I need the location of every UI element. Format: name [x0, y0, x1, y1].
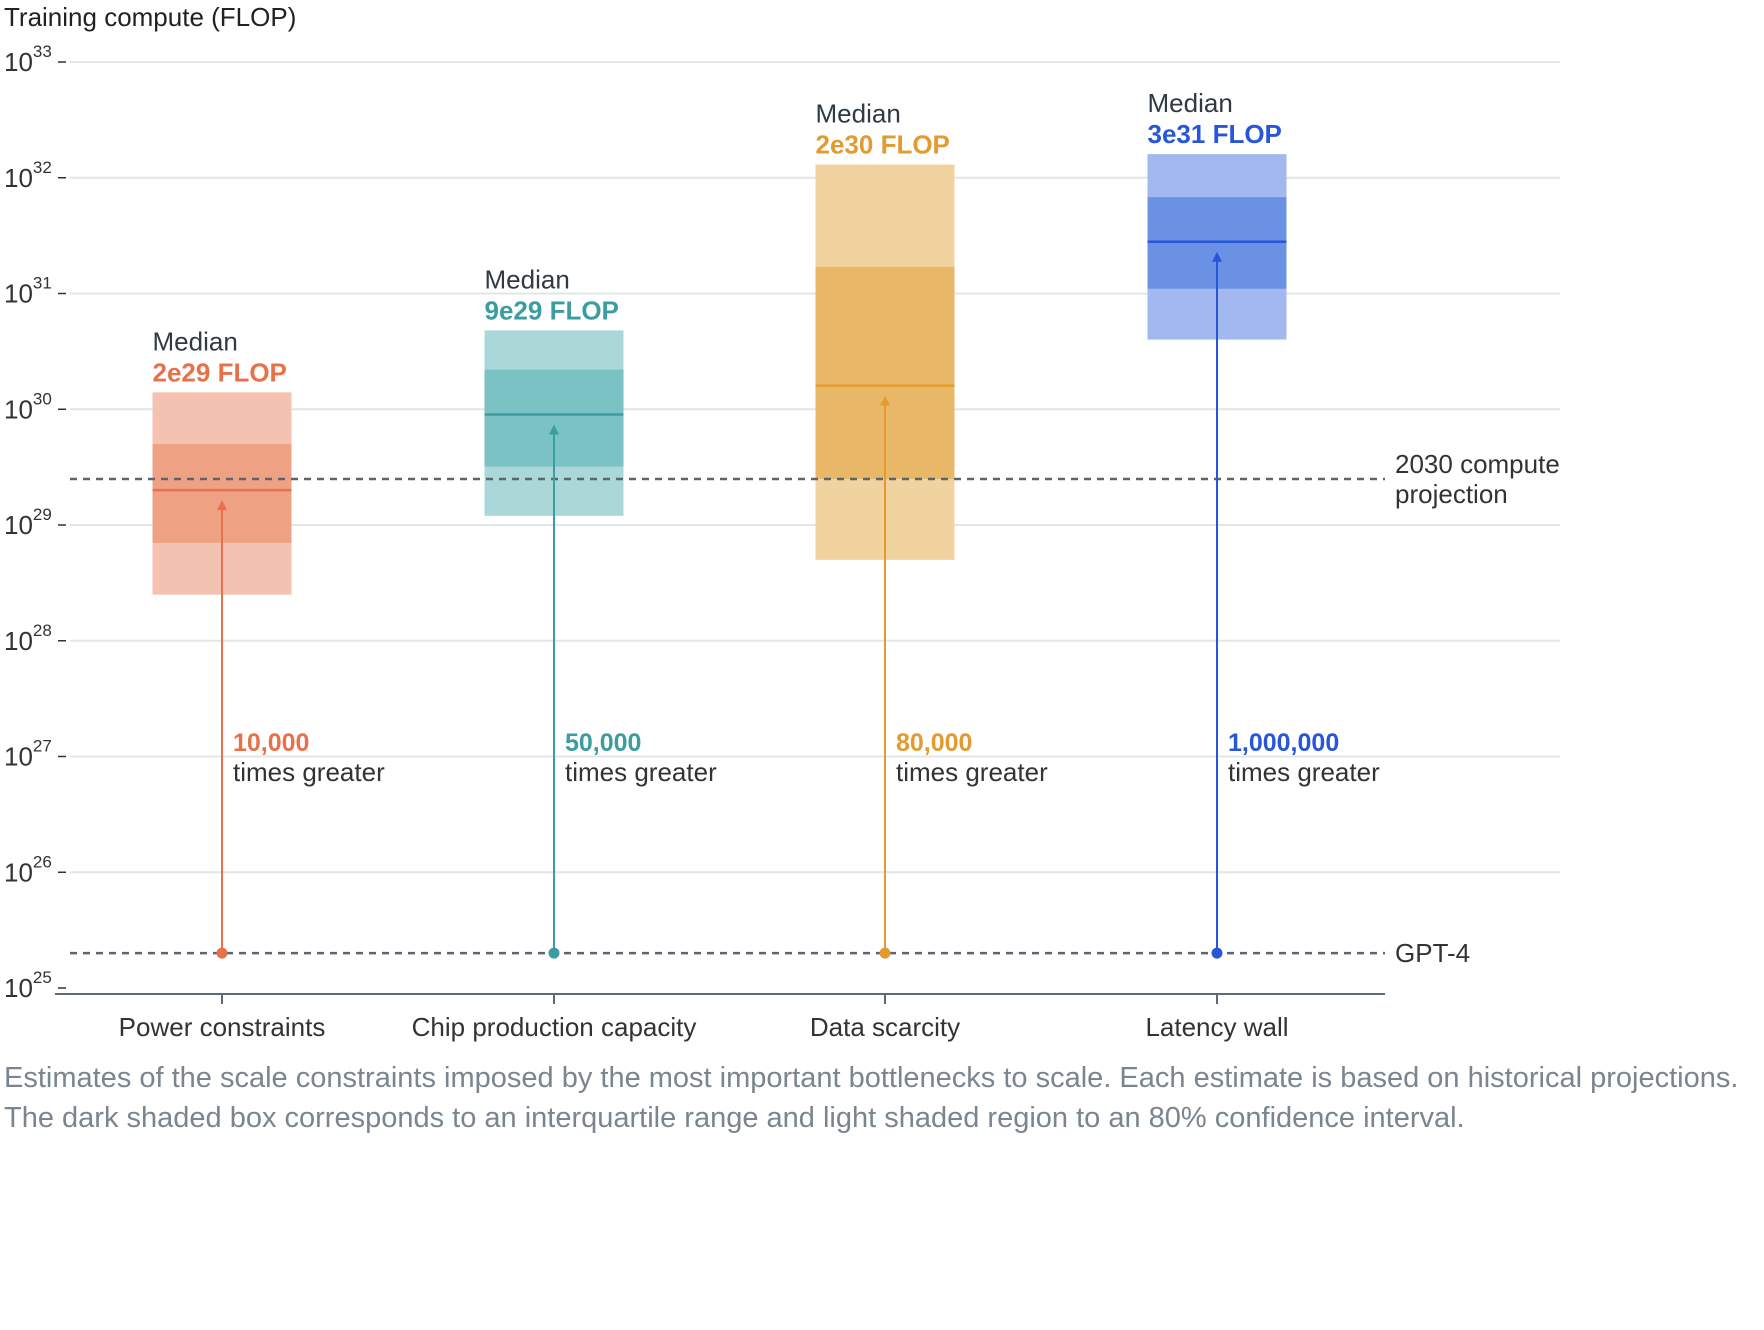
median-value-label: 2e29 FLOP: [153, 357, 287, 387]
reference-label: 2030 compute: [1395, 449, 1560, 479]
median-value-label: 2e30 FLOP: [816, 130, 950, 160]
reference-label: projection: [1395, 479, 1508, 509]
x-axis: Power constraints Chip production capacit…: [55, 993, 1385, 1042]
arrows: [216, 251, 1223, 959]
y-tick-label: 1032: [4, 158, 52, 193]
gpt4-dot: [548, 947, 560, 959]
multiplier-text: times greater: [1228, 757, 1380, 787]
chart-caption: Estimates of the scale constraints impos…: [4, 1062, 1739, 1134]
median-label: Median: [816, 99, 901, 129]
multiplier-value: 1,000,000: [1228, 729, 1339, 757]
median-value-label: 9e29 FLOP: [485, 295, 619, 325]
arrow-head: [549, 424, 559, 435]
gpt4-dot: [216, 947, 228, 959]
y-tick-label: 1029: [4, 505, 52, 540]
x-tick-label: Data scarcity: [810, 1012, 960, 1042]
gpt4-dot: [879, 947, 891, 959]
y-tick-label: 1028: [4, 621, 52, 656]
median-label: Median: [1148, 88, 1233, 118]
gridlines: [70, 61, 1560, 874]
box-plots: [152, 154, 1287, 595]
y-tick-label: 1031: [4, 274, 52, 309]
y-tick-label: 1027: [4, 737, 52, 772]
arrow-head: [1212, 251, 1222, 262]
multiplier-value: 80,000: [896, 729, 972, 757]
compute-bottlenecks-chart: Training compute (FLOP) 1033 1032 1031 1030…: [4, 2, 1560, 1042]
multiplier-text: times greater: [233, 757, 385, 787]
y-tick-label: 1033: [4, 42, 52, 77]
x-tick-label: Power constraints: [119, 1012, 326, 1042]
median-label: Median: [153, 326, 238, 356]
y-axis-ticks: 1033 1032 1031 1030 1029 1028 1027 1026 1025: [4, 42, 66, 1003]
x-tick-label: Latency wall: [1145, 1012, 1288, 1042]
reference-label: GPT-4: [1395, 938, 1470, 968]
y-axis-title: Training compute (FLOP): [4, 2, 296, 32]
arrow-head: [880, 395, 890, 406]
y-tick-label: 1025: [4, 968, 52, 1003]
multiplier-text: times greater: [896, 757, 1048, 787]
y-tick-label: 1026: [4, 852, 52, 887]
multiplier-text: times greater: [565, 757, 717, 787]
y-tick-label: 1030: [4, 389, 52, 424]
median-label: Median: [485, 264, 570, 294]
multiplier-value: 10,000: [233, 729, 309, 757]
x-tick-label: Chip production capacity: [412, 1012, 697, 1042]
arrow-head: [217, 500, 227, 511]
median-value-label: 3e31 FLOP: [1148, 119, 1282, 149]
gpt4-dot: [1211, 947, 1223, 959]
multiplier-value: 50,000: [565, 729, 641, 757]
